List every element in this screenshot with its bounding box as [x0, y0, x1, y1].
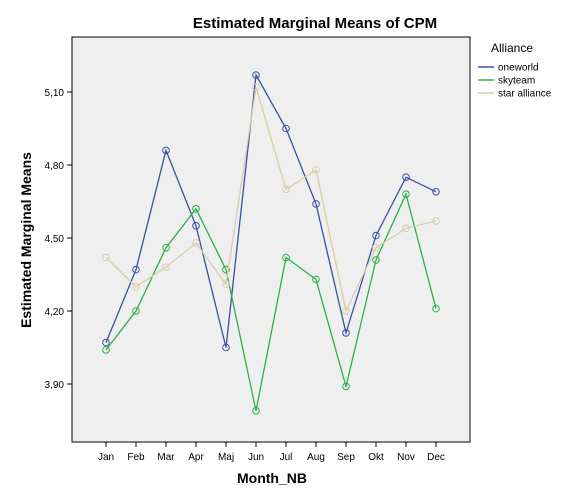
data-point: [222, 265, 230, 274]
legend-items: oneworld skyteam star alliance: [478, 63, 552, 100]
data-point: [282, 185, 290, 194]
x-tick-label: Jun: [248, 452, 264, 463]
data-point: [312, 275, 320, 284]
chart-title: Estimated Marginal Means of CPM: [193, 15, 437, 32]
data-point: [432, 188, 440, 196]
x-tick-label: Aug: [307, 452, 325, 463]
data-point: [402, 190, 410, 198]
legend: Alliance oneworld skyteam star alliance: [478, 41, 552, 100]
legend-label: oneworld: [498, 63, 539, 74]
x-axis-title: Month_NB: [237, 470, 307, 486]
data-point: [102, 346, 110, 354]
data-point: [162, 263, 170, 272]
series-line: [105, 86, 437, 314]
x-tick-label: Apr: [188, 452, 204, 463]
x-tick-label: Jul: [280, 452, 293, 463]
data-point: [252, 83, 260, 91]
data-point: [402, 224, 410, 233]
series-line: [105, 72, 437, 348]
series-layer: [102, 71, 440, 415]
y-axis-ticks: 3,90 4,20 4,50 4,80 5,10: [45, 88, 72, 391]
data-point: [132, 307, 140, 315]
data-point: [132, 265, 140, 274]
x-tick-label: Jan: [98, 452, 114, 463]
x-tick-label: Nov: [397, 452, 415, 463]
data-point: [342, 329, 350, 337]
x-tick-label: Maj: [218, 452, 234, 463]
legend-label: star alliance: [498, 89, 552, 100]
x-tick-label: Sep: [337, 452, 355, 463]
plot-area: [71, 36, 471, 443]
y-tick-label: 3,90: [45, 380, 65, 391]
data-point: [312, 166, 320, 174]
x-tick-label: Feb: [127, 452, 145, 463]
x-tick-label: Okt: [368, 452, 384, 463]
series-skyteam: [102, 190, 440, 415]
data-point: [222, 280, 230, 289]
data-point: [312, 200, 320, 208]
data-point: [342, 382, 350, 391]
data-point: [132, 282, 140, 291]
data-point: [252, 71, 260, 79]
data-point: [282, 124, 290, 133]
y-tick-label: 4,80: [45, 161, 65, 172]
y-axis-title: Estimated Marginal Means: [18, 152, 34, 328]
data-point: [192, 222, 200, 230]
data-point: [372, 256, 380, 264]
y-tick-label: 5,10: [45, 88, 65, 99]
data-point: [432, 217, 440, 225]
data-point: [192, 205, 200, 213]
x-tick-label: Dec: [427, 452, 445, 463]
data-point: [432, 304, 440, 313]
data-point: [102, 338, 110, 347]
y-tick-label: 4,50: [45, 234, 65, 245]
data-point: [282, 253, 290, 262]
data-point: [252, 407, 260, 415]
x-tick-label: Mar: [157, 452, 175, 463]
data-point: [222, 343, 230, 352]
series-line: [105, 192, 437, 411]
legend-label: skyteam: [498, 76, 535, 87]
data-point: [342, 307, 350, 315]
data-point: [192, 239, 200, 247]
x-axis-ticks: Jan Feb Mar Apr Maj Jun Jul Aug Sep Okt Nov Dec: [98, 442, 445, 463]
data-point: [372, 231, 380, 240]
data-point: [102, 253, 110, 262]
series-oneworld: [102, 71, 440, 352]
data-point: [402, 173, 410, 181]
legend-title: Alliance: [491, 41, 533, 55]
data-point: [162, 146, 170, 155]
data-point: [372, 243, 380, 252]
data-point: [162, 243, 170, 252]
series-star-alliance: [102, 83, 440, 315]
y-tick-label: 4,20: [45, 307, 65, 318]
